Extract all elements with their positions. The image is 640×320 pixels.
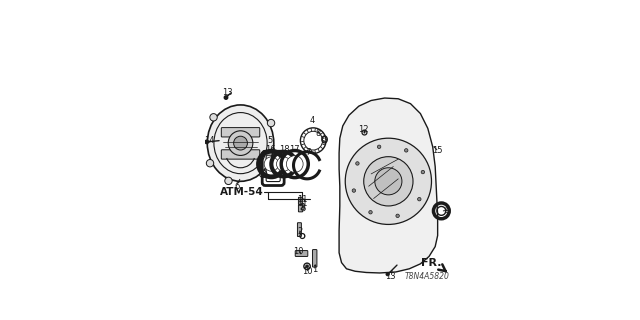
Text: 13: 13 [221,88,232,97]
FancyBboxPatch shape [298,205,303,212]
Circle shape [404,149,408,152]
Text: 9: 9 [445,206,450,215]
Text: 11: 11 [297,195,307,204]
Circle shape [378,145,381,148]
Text: 6: 6 [234,182,239,191]
Circle shape [364,132,365,133]
FancyBboxPatch shape [298,197,303,204]
Circle shape [224,96,228,99]
FancyBboxPatch shape [298,223,301,236]
Circle shape [228,131,253,156]
Circle shape [352,189,356,192]
Text: 17: 17 [289,145,300,154]
Circle shape [396,214,399,218]
Text: ATM-54: ATM-54 [220,188,264,197]
Circle shape [386,273,389,276]
Circle shape [421,170,424,174]
FancyBboxPatch shape [221,150,260,159]
Text: 15: 15 [433,146,443,155]
Polygon shape [339,98,438,273]
Circle shape [205,140,209,144]
Circle shape [268,119,275,127]
Circle shape [417,197,421,201]
Text: 13: 13 [385,272,396,281]
Text: 3: 3 [300,203,305,212]
Circle shape [276,157,291,171]
Text: FR.: FR. [421,258,442,268]
Text: 10: 10 [302,268,312,276]
Circle shape [325,139,327,140]
Circle shape [268,159,275,167]
Text: T8N4A5820: T8N4A5820 [405,272,450,281]
Text: 18: 18 [279,145,289,154]
Circle shape [305,265,308,268]
Circle shape [364,157,413,206]
Text: 4: 4 [309,116,315,125]
Circle shape [210,114,217,121]
Text: 11: 11 [297,199,307,209]
Ellipse shape [207,105,274,181]
Text: 14: 14 [204,136,215,145]
Circle shape [206,159,214,167]
Text: 1: 1 [312,265,317,274]
FancyBboxPatch shape [221,128,260,137]
Circle shape [323,137,324,139]
Circle shape [234,136,248,150]
Circle shape [356,162,359,165]
Text: 7: 7 [305,148,310,157]
Circle shape [345,138,431,224]
Circle shape [286,156,303,172]
Circle shape [301,207,305,211]
Circle shape [323,140,324,141]
Text: 16: 16 [266,145,276,154]
Circle shape [225,177,232,185]
Circle shape [259,170,267,178]
FancyBboxPatch shape [295,251,308,256]
Circle shape [375,168,402,195]
Text: 8: 8 [315,129,321,138]
FancyBboxPatch shape [312,250,317,267]
Circle shape [264,157,278,171]
Text: 2: 2 [297,227,302,236]
Circle shape [369,211,372,214]
Text: 5: 5 [268,136,273,145]
Text: 10: 10 [293,247,304,256]
Text: 12: 12 [358,125,369,134]
